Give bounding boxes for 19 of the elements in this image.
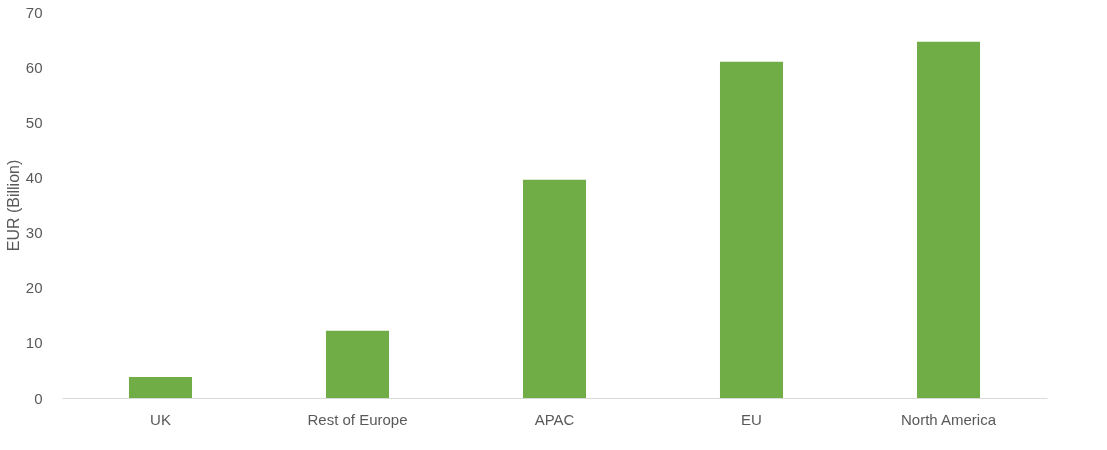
bar — [128, 377, 193, 398]
y-axis-title: EUR (Billion) — [4, 159, 22, 252]
y-tick-label: 70 — [25, 3, 43, 21]
bar — [916, 41, 981, 398]
x-tick-label: UK — [150, 410, 171, 428]
bar — [719, 61, 784, 398]
y-tick-label: 30 — [25, 224, 43, 242]
bar — [325, 330, 390, 398]
bar — [522, 179, 587, 398]
y-tick-label: 0 — [34, 389, 43, 407]
y-tick-label: 60 — [25, 58, 43, 76]
y-tick-label: 20 — [25, 279, 43, 297]
x-tick-label: APAC — [534, 410, 575, 428]
y-tick-label: 10 — [25, 334, 43, 352]
y-tick-label: 40 — [25, 168, 43, 186]
x-tick-label: North America — [900, 410, 997, 428]
y-tick-label: 50 — [25, 113, 43, 131]
x-tick-label: EU — [741, 410, 762, 428]
x-tick-label: Rest of Europe — [307, 410, 408, 428]
